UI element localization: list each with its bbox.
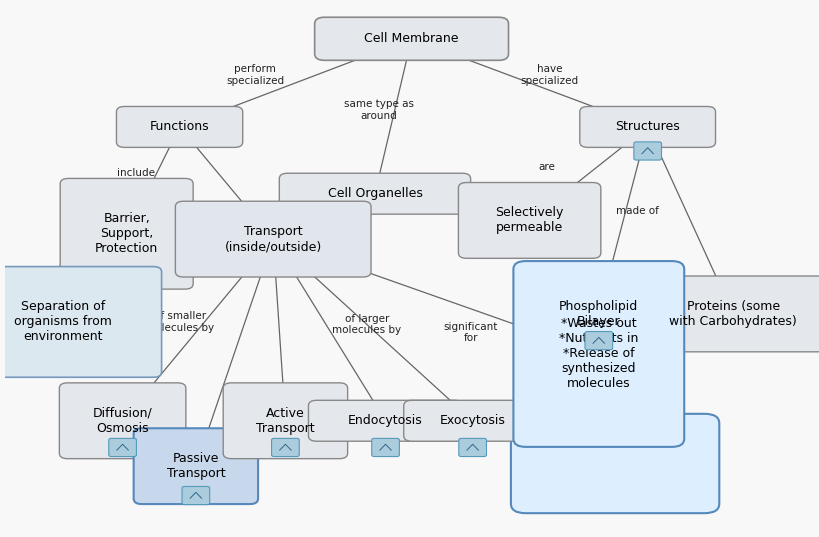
Text: perform
specialized: perform specialized xyxy=(226,64,284,86)
FancyBboxPatch shape xyxy=(175,201,370,277)
FancyBboxPatch shape xyxy=(308,400,462,441)
Text: Diffusion/
Osmosis: Diffusion/ Osmosis xyxy=(93,407,152,435)
Text: Selectively
permeable: Selectively permeable xyxy=(495,206,563,235)
Text: Active
Transport: Active Transport xyxy=(256,407,314,435)
FancyBboxPatch shape xyxy=(279,173,470,214)
Text: Transport
(inside/outside): Transport (inside/outside) xyxy=(224,225,321,253)
Text: made of: made of xyxy=(616,206,658,216)
FancyBboxPatch shape xyxy=(513,261,683,447)
FancyBboxPatch shape xyxy=(60,178,193,289)
Text: Cell Membrane: Cell Membrane xyxy=(364,32,459,45)
FancyBboxPatch shape xyxy=(459,438,486,456)
Text: Structures: Structures xyxy=(614,120,679,133)
FancyBboxPatch shape xyxy=(182,487,210,505)
Text: significant
for: significant for xyxy=(443,322,498,343)
FancyBboxPatch shape xyxy=(510,414,718,513)
FancyBboxPatch shape xyxy=(606,276,819,352)
Text: Proteins (some
with Carbohydrates): Proteins (some with Carbohydrates) xyxy=(668,300,796,328)
FancyBboxPatch shape xyxy=(579,106,715,147)
Text: include: include xyxy=(117,169,156,178)
FancyBboxPatch shape xyxy=(458,183,600,258)
FancyBboxPatch shape xyxy=(633,142,661,160)
FancyBboxPatch shape xyxy=(517,276,679,352)
Text: Phospholipid
Bilayer: Phospholipid Bilayer xyxy=(559,300,638,328)
Text: Functions: Functions xyxy=(150,120,209,133)
FancyBboxPatch shape xyxy=(59,383,186,459)
FancyBboxPatch shape xyxy=(403,400,541,441)
Text: Exocytosis: Exocytosis xyxy=(439,414,505,427)
Text: Endocytosis: Endocytosis xyxy=(348,414,423,427)
Text: Passive
Transport: Passive Transport xyxy=(166,452,225,480)
FancyBboxPatch shape xyxy=(109,438,136,456)
FancyBboxPatch shape xyxy=(271,438,299,456)
Text: significant: significant xyxy=(53,265,107,274)
Text: *Wastes out
*Nutrients in
*Release of
synthesized
molecules: *Wastes out *Nutrients in *Release of sy… xyxy=(559,317,638,390)
FancyBboxPatch shape xyxy=(116,106,242,147)
Text: same type as
around: same type as around xyxy=(344,99,414,121)
Text: of larger
molecules by: of larger molecules by xyxy=(332,314,400,336)
FancyBboxPatch shape xyxy=(371,438,399,456)
Text: are: are xyxy=(537,162,554,172)
Text: of smaller
molecules by: of smaller molecules by xyxy=(145,311,214,333)
FancyBboxPatch shape xyxy=(0,266,161,378)
FancyBboxPatch shape xyxy=(584,331,612,350)
FancyBboxPatch shape xyxy=(133,429,258,504)
FancyBboxPatch shape xyxy=(314,17,508,60)
Text: Cell Organelles: Cell Organelles xyxy=(327,187,422,200)
Text: have
specialized: have specialized xyxy=(520,64,578,86)
FancyBboxPatch shape xyxy=(223,383,347,459)
Text: Separation of
organisms from
environment: Separation of organisms from environment xyxy=(14,300,112,344)
Text: Barrier,
Support,
Protection: Barrier, Support, Protection xyxy=(95,212,158,255)
